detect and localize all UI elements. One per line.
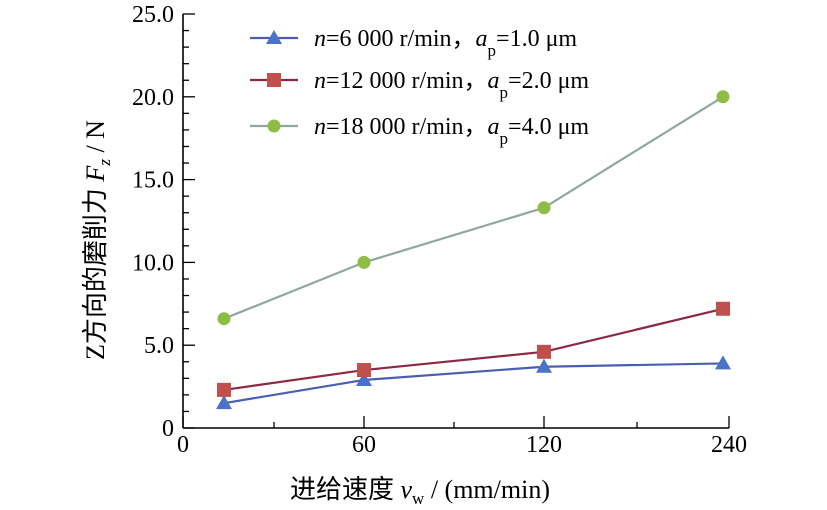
y-tick-label: 15.0 bbox=[132, 168, 174, 194]
data-point bbox=[537, 201, 551, 215]
data-point bbox=[716, 90, 730, 104]
legend-marker bbox=[267, 119, 281, 133]
data-point bbox=[356, 371, 372, 386]
x-axis-title-main: 进给速度 bbox=[290, 475, 401, 504]
legend: n=6 000 r/min，ap=1.0 μm n=12 000 r/min，ap… bbox=[250, 26, 589, 148]
x-tick-label: 0 bbox=[177, 432, 189, 458]
series-line bbox=[223, 307, 724, 392]
y-axis-title-var: F bbox=[81, 165, 110, 183]
series-2 bbox=[217, 301, 730, 397]
data-point bbox=[357, 363, 371, 378]
y-axis-title-main: Z方向的磨削力 bbox=[81, 182, 110, 360]
y-tick-label: 5.0 bbox=[144, 333, 174, 359]
x-axis-title-unit: / (mm/min) bbox=[424, 475, 550, 504]
data-point bbox=[537, 344, 551, 359]
x-axis-title: 进给速度 vw / (mm/min) bbox=[290, 475, 550, 508]
y-axis-title-sub: z bbox=[95, 159, 114, 167]
y-tick-label: 25.0 bbox=[132, 2, 174, 28]
svg-text:进给速度 vw / (mm/min): 进给速度 vw / (mm/min) bbox=[290, 475, 550, 508]
tick-labels: 0 5.0 10.0 15.0 20.0 25.0 0 60 120 240 bbox=[132, 2, 747, 458]
legend-item: n=12 000 r/min，ap=2.0 μm bbox=[250, 68, 589, 102]
legend-label: n=6 000 r/min，ap=1.0 μm bbox=[314, 26, 577, 60]
y-tick-label: 20.0 bbox=[132, 85, 174, 111]
series-1 bbox=[216, 355, 731, 410]
legend-item: n=18 000 r/min，ap=4.0 μm bbox=[250, 114, 589, 148]
data-point bbox=[715, 355, 731, 370]
legend-marker bbox=[266, 30, 282, 44]
x-tick-label: 60 bbox=[352, 432, 376, 458]
y-axis-title-unit: / N bbox=[81, 120, 110, 159]
series-layer bbox=[216, 90, 731, 410]
x-tick-label: 120 bbox=[526, 432, 562, 458]
legend-label: n=18 000 r/min，ap=4.0 μm bbox=[314, 114, 589, 148]
y-tick-label: 0 bbox=[162, 416, 174, 442]
y-tick-label: 10.0 bbox=[132, 250, 174, 276]
svg-text:Z方向的磨削力 Fz / N: Z方向的磨削力 Fz / N bbox=[81, 120, 114, 360]
y-axis-title: Z方向的磨削力 Fz / N bbox=[81, 120, 114, 360]
data-point bbox=[716, 301, 730, 316]
data-point bbox=[536, 358, 552, 373]
series-line bbox=[223, 362, 724, 405]
legend-marker bbox=[267, 73, 281, 87]
legend-item: n=6 000 r/min，ap=1.0 μm bbox=[250, 26, 577, 60]
data-point bbox=[216, 395, 232, 410]
legend-label: n=12 000 r/min，ap=2.0 μm bbox=[314, 68, 589, 102]
tick-marks bbox=[182, 13, 730, 429]
series-3 bbox=[217, 90, 730, 326]
x-tick-label: 240 bbox=[711, 432, 747, 458]
data-point bbox=[217, 382, 231, 397]
series-line bbox=[223, 95, 724, 320]
data-point bbox=[357, 255, 371, 269]
x-axis-title-var: v bbox=[401, 475, 413, 504]
data-point bbox=[217, 312, 231, 326]
x-axis-title-sub: w bbox=[412, 489, 425, 508]
